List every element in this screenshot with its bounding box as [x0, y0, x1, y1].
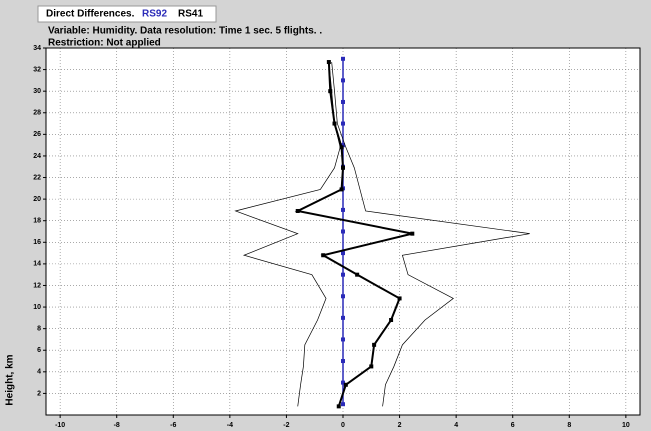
marker	[339, 145, 344, 150]
subtitle: Variable: Humidity. Data resolution: Tim…	[48, 26, 322, 37]
restriction: Restriction: Not applied	[48, 38, 161, 49]
series-line	[294, 61, 413, 407]
marker	[397, 296, 402, 301]
marker	[372, 342, 377, 347]
y-tick-label: 34	[33, 45, 41, 52]
legend-box	[37, 5, 217, 23]
marker	[341, 99, 345, 104]
marker	[341, 121, 345, 126]
marker	[341, 165, 345, 170]
y-tick-label: 20	[33, 196, 41, 203]
x-tick-label: 2	[398, 422, 402, 429]
marker	[343, 382, 348, 387]
y-tick-label: 8	[37, 325, 41, 332]
marker	[341, 143, 345, 148]
y-tick-label: 12	[33, 282, 41, 289]
marker	[328, 89, 333, 94]
x-tick-label: 6	[511, 422, 515, 429]
marker	[336, 404, 341, 409]
y-tick-label: 32	[33, 66, 41, 73]
marker	[341, 337, 345, 342]
x-tick-label: 4	[454, 422, 458, 429]
marker	[295, 208, 300, 213]
x-tick-label: 8	[567, 422, 571, 429]
y-tick-label: 16	[33, 239, 41, 246]
series-line	[234, 61, 341, 407]
y-tick-label: 4	[37, 369, 41, 376]
marker	[389, 318, 394, 323]
marker	[341, 207, 345, 212]
y-tick-label: 18	[33, 218, 41, 225]
marker	[369, 364, 374, 369]
x-tick-label: -8	[114, 422, 120, 429]
y-tick-label: 2	[37, 390, 41, 397]
y-tick-label: 6	[37, 347, 41, 354]
marker	[341, 402, 345, 407]
x-tick-label: -10	[55, 422, 65, 429]
marker	[341, 359, 345, 364]
x-tick-label: -6	[170, 422, 176, 429]
y-tick-label: 14	[33, 261, 41, 268]
x-tick-label: 10	[622, 422, 630, 429]
marker	[341, 229, 345, 234]
marker	[410, 231, 415, 236]
y-tick-label: 22	[33, 174, 41, 181]
legend-entry: RS41	[178, 9, 203, 20]
y-axis-label: Height, km	[5, 354, 16, 405]
marker	[339, 187, 344, 192]
series-line	[331, 61, 530, 407]
marker	[341, 380, 345, 385]
marker	[341, 251, 345, 256]
marker	[355, 272, 360, 277]
marker	[341, 78, 345, 83]
y-tick-label: 30	[33, 88, 41, 95]
x-tick-label: -4	[227, 422, 233, 429]
y-tick-label: 24	[33, 153, 41, 160]
header: Direct Differences.	[46, 9, 135, 20]
marker	[341, 272, 345, 277]
plot-border	[45, 47, 641, 416]
y-tick-label: 28	[33, 110, 41, 117]
x-tick-label: -2	[283, 422, 289, 429]
y-tick-label: 26	[33, 131, 41, 138]
marker	[341, 294, 345, 299]
marker	[321, 253, 326, 258]
marker	[326, 60, 331, 65]
y-tick-label: 10	[33, 304, 41, 311]
marker	[341, 315, 345, 320]
legend-entry: RS92	[142, 9, 167, 20]
x-tick-label: 0	[341, 422, 345, 429]
marker	[341, 56, 345, 61]
